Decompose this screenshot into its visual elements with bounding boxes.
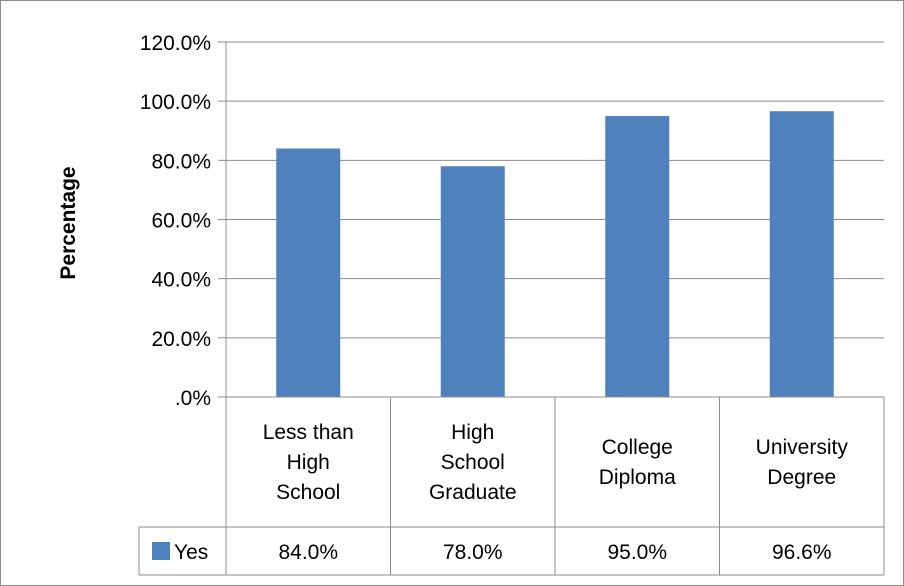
- y-tick-label: 20.0%: [151, 328, 211, 351]
- x-category-label-line: College: [602, 436, 673, 459]
- y-tick-label: 100.0%: [140, 91, 211, 114]
- x-category-label-line: University: [756, 436, 849, 459]
- x-category-label-line: School: [276, 481, 340, 504]
- x-category-label-line: High: [451, 421, 494, 444]
- x-category-label-line: Degree: [767, 466, 836, 489]
- y-tick-label: 60.0%: [151, 210, 211, 233]
- x-category-label-line: Less than: [263, 421, 354, 444]
- x-category-label: College Diploma: [599, 436, 676, 489]
- bar: [276, 148, 341, 397]
- y-tick-label: 40.0%: [151, 269, 211, 292]
- x-category-label-line: High: [287, 451, 330, 474]
- data-value-label: 78.0%: [443, 541, 503, 564]
- x-category-label-line: Graduate: [429, 481, 517, 504]
- x-category-label-line: School: [441, 451, 505, 474]
- legend-series-name: Yes: [174, 541, 208, 564]
- x-category-label-line: Diploma: [599, 466, 676, 489]
- bar: [769, 111, 834, 397]
- data-table: Less than High School High School Graduate Col…: [138, 396, 885, 576]
- x-category-label: University Degree: [756, 436, 849, 489]
- bar: [440, 166, 505, 397]
- x-category-label: Less than High School: [263, 421, 354, 504]
- data-value-label: 95.0%: [607, 541, 667, 564]
- y-tick-label: .0%: [175, 387, 211, 410]
- data-value-label: 96.6%: [772, 541, 832, 564]
- y-axis-tick-labels: .0% 20.0% 40.0% 60.0% 80.0% 100.0% 120.0%: [140, 32, 211, 410]
- y-tick-label: 80.0%: [151, 150, 211, 173]
- x-category-label: High School Graduate: [429, 421, 517, 504]
- legend-key: [152, 542, 170, 560]
- y-axis-label: Percentage: [57, 166, 80, 279]
- data-value-label: 84.0%: [278, 541, 338, 564]
- bars: [276, 111, 834, 397]
- y-tick-label: 120.0%: [140, 32, 211, 55]
- bar: [605, 115, 670, 397]
